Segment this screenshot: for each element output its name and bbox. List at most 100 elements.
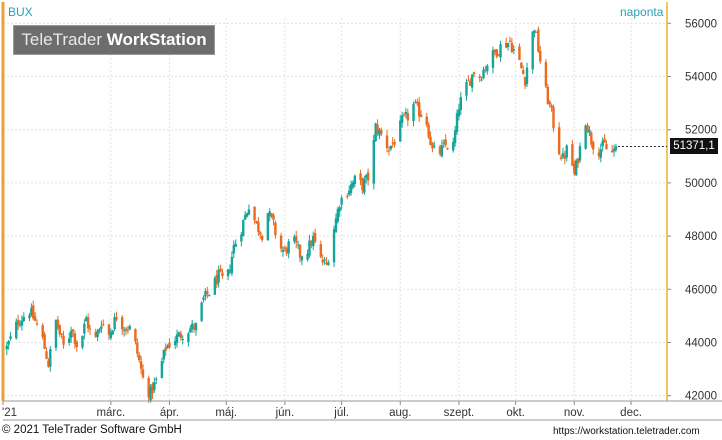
candle-body-down bbox=[539, 50, 542, 62]
candle-body-up bbox=[9, 336, 12, 339]
candle-body-up bbox=[300, 256, 304, 261]
candle-body-down bbox=[387, 150, 391, 152]
x-tick-label: okt. bbox=[506, 407, 525, 419]
candle-body-down bbox=[505, 42, 508, 48]
candle-body-down bbox=[522, 69, 525, 75]
candle-body-down bbox=[219, 268, 222, 272]
candle-body-down bbox=[43, 334, 46, 349]
candle-body-down bbox=[45, 351, 48, 360]
candle-body-up bbox=[565, 145, 568, 158]
x-tick-label: '21 bbox=[2, 407, 17, 419]
candle-body-down bbox=[563, 155, 567, 159]
candle-body-down bbox=[134, 329, 137, 342]
candle-body-up bbox=[281, 249, 285, 252]
candle-body-down bbox=[605, 143, 608, 150]
candle-body-up bbox=[612, 148, 616, 152]
candle-body-down bbox=[535, 31, 538, 33]
candle-body-up bbox=[160, 361, 164, 378]
candle-body-up bbox=[588, 129, 591, 133]
candle-body-up bbox=[173, 340, 177, 346]
symbol-label: BUX bbox=[8, 5, 33, 19]
candle-body-up bbox=[455, 113, 459, 133]
site-url-link[interactable]: https://workstation.teletrader.com bbox=[553, 426, 700, 437]
candle-body-down bbox=[603, 138, 606, 143]
candle-body-up bbox=[363, 179, 366, 193]
candle-body-up bbox=[353, 175, 357, 185]
candle-body-down bbox=[346, 195, 349, 197]
y-tick-label: 48000 bbox=[685, 231, 717, 243]
candle-body-up bbox=[232, 245, 235, 254]
candle-body-up bbox=[190, 323, 194, 329]
candle-body-down bbox=[16, 319, 20, 326]
y-tick-label: 46000 bbox=[685, 284, 717, 296]
candle-body-down bbox=[610, 150, 614, 153]
candle-body-down bbox=[590, 132, 593, 145]
candle-body-up bbox=[459, 97, 463, 111]
candle-body-down bbox=[221, 272, 224, 277]
candle-body-down bbox=[102, 324, 105, 326]
candle-body-up bbox=[338, 207, 341, 212]
candle-body-up bbox=[499, 44, 502, 58]
candle-body-up bbox=[177, 332, 181, 337]
candle-body-down bbox=[495, 49, 498, 57]
candle-body-up bbox=[240, 234, 243, 242]
candle-body-up bbox=[242, 220, 245, 236]
candle-body-up bbox=[189, 328, 192, 333]
candle-body-down bbox=[126, 330, 130, 332]
candle-body-down bbox=[573, 163, 576, 174]
candle-body-down bbox=[298, 244, 302, 258]
candle-body-up bbox=[122, 330, 126, 332]
candle-body-up bbox=[465, 82, 468, 96]
y-tick-label: 56000 bbox=[685, 18, 717, 30]
brand-light-text: TeleTrader bbox=[21, 30, 103, 49]
brand-bold-text: WorkStation bbox=[106, 30, 207, 49]
candle-body-down bbox=[438, 146, 442, 154]
candle-body-up bbox=[482, 69, 485, 79]
candle-body-down bbox=[520, 62, 523, 69]
candle-body-down bbox=[559, 157, 563, 159]
candle-body-up bbox=[574, 160, 578, 176]
candle-body-up bbox=[20, 320, 24, 326]
candle-body-down bbox=[107, 324, 111, 335]
candle-body-down bbox=[255, 220, 258, 224]
candle-body-down bbox=[62, 335, 65, 345]
candle-body-down bbox=[147, 377, 150, 398]
candle-body-up bbox=[153, 382, 156, 391]
candle-body-down bbox=[192, 326, 196, 330]
candle-body-up bbox=[533, 30, 536, 33]
candle-body-up bbox=[234, 243, 237, 247]
copyright-text: © 2021 TeleTrader Software GmbH bbox=[2, 424, 182, 436]
candle-body-up bbox=[81, 335, 84, 348]
candle-body-down bbox=[472, 72, 476, 75]
candle-body-down bbox=[58, 325, 61, 335]
candle-body-up bbox=[404, 112, 408, 114]
candle-body-down bbox=[73, 333, 77, 344]
x-tick-label: máj. bbox=[215, 407, 237, 419]
candle-body-up bbox=[372, 139, 375, 184]
candle-body-down bbox=[32, 305, 35, 319]
candle-body-up bbox=[247, 209, 251, 215]
candle-body-down bbox=[548, 101, 551, 105]
candle-body-down bbox=[60, 333, 63, 335]
candle-body-up bbox=[100, 326, 103, 329]
candle-body-down bbox=[33, 316, 37, 321]
candle-body-up bbox=[442, 142, 445, 144]
axes: 42000 44000 46000 48000 50000 52000 54000 56000… bbox=[1, 2, 722, 421]
candle-body-up bbox=[98, 329, 101, 332]
candle-body-up bbox=[334, 218, 338, 233]
candle-body-up bbox=[155, 378, 158, 380]
candle-body-down bbox=[75, 341, 78, 348]
candle-body-down bbox=[168, 342, 171, 348]
candle-body-up bbox=[452, 141, 455, 151]
candle-body-up bbox=[7, 340, 10, 345]
candle-body-up bbox=[486, 65, 489, 72]
candle-body-up bbox=[207, 294, 211, 296]
candle-body-up bbox=[15, 321, 18, 339]
candle-body-up bbox=[349, 184, 353, 193]
gridlines bbox=[3, 18, 667, 401]
candle-body-down bbox=[523, 77, 527, 86]
candle-body-up bbox=[512, 49, 515, 51]
x-tick-label: márc. bbox=[96, 407, 125, 419]
candle-body-up bbox=[614, 146, 618, 151]
